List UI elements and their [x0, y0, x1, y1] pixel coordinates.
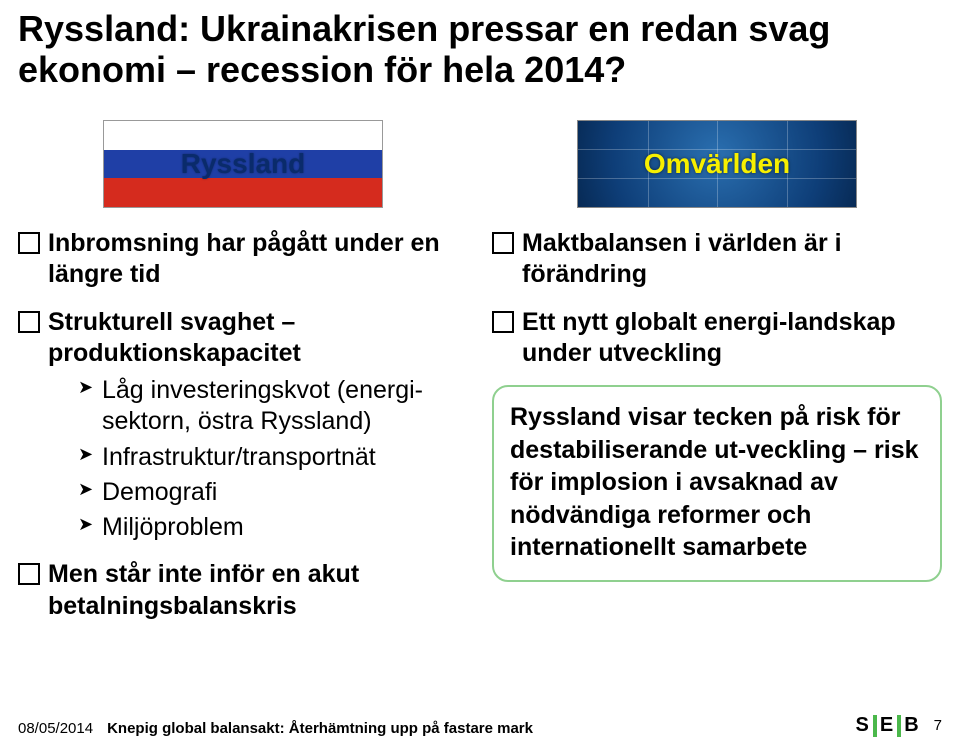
seb-logo: S E B — [856, 714, 920, 737]
slide: Ryssland: Ukrainakrisen pressar en redan… — [0, 0, 960, 755]
bullet-item: Maktbalansen i världen är i förändring — [492, 228, 942, 291]
col-russia: Ryssland Inbromsning har pågått under en… — [18, 120, 468, 638]
footer: 08/05/2014 Knepig global balansakt: Åter… — [18, 714, 942, 737]
logo-bar — [873, 715, 877, 737]
sub-bullet-item: Infrastruktur/transportnät — [78, 442, 468, 473]
world-label: Omvärlden — [578, 148, 856, 180]
russia-label: Ryssland — [104, 148, 382, 180]
sub-bullet-item: Låg investeringskvot (energi-sektorn, ös… — [78, 375, 468, 438]
flag-stripe-white — [104, 121, 382, 150]
russia-bullets: Inbromsning har pågått under en längre t… — [18, 228, 468, 622]
bullet-text: Strukturell svaghet – produktionskapacit… — [48, 308, 301, 367]
page-number: 7 — [934, 717, 942, 734]
col-world: Omvärlden Maktbalansen i världen är i fö… — [492, 120, 942, 638]
footer-left: 08/05/2014 Knepig global balansakt: Åter… — [18, 720, 533, 737]
bullet-text: Inbromsning har pågått under en längre t… — [48, 229, 440, 288]
sub-bullet-item: Demografi — [78, 477, 468, 508]
footer-title: Knepig global balansakt: Återhämtning up… — [107, 720, 533, 737]
footer-right: S E B 7 — [856, 714, 942, 737]
page-title: Ryssland: Ukrainakrisen pressar en redan… — [18, 8, 918, 91]
sub-bullets: Låg investeringskvot (energi-sektorn, ös… — [48, 375, 468, 543]
bullet-item: Strukturell svaghet – produktionskapacit… — [18, 307, 468, 544]
callout-text: Ryssland visar tecken på risk för destab… — [510, 403, 919, 561]
world-badge-wrap: Omvärlden — [492, 120, 942, 208]
bullet-text: Maktbalansen i världen är i förändring — [522, 229, 842, 288]
seb-letter: E — [880, 714, 894, 737]
world-bullets: Maktbalansen i världen är i förändring E… — [492, 228, 942, 369]
columns: Ryssland Inbromsning har pågått under en… — [18, 120, 942, 638]
bullet-item: Men står inte inför en akut betalningsba… — [18, 559, 468, 622]
bullet-item: Ett nytt globalt energi-landskap under u… — [492, 307, 942, 370]
logo-bar — [897, 715, 901, 737]
world-map-badge: Omvärlden — [577, 120, 857, 208]
bullet-text: Men står inte inför en akut betalningsba… — [48, 560, 359, 619]
flag-stripe-red — [104, 178, 382, 207]
bullet-item: Inbromsning har pågått under en längre t… — [18, 228, 468, 291]
russia-flag-badge: Ryssland — [103, 120, 383, 208]
sub-bullet-item: Miljöproblem — [78, 512, 468, 543]
bullet-text: Ett nytt globalt energi-landskap under u… — [522, 308, 896, 367]
seb-letter: B — [904, 714, 919, 737]
seb-letter: S — [856, 714, 870, 737]
callout-box: Ryssland visar tecken på risk för destab… — [492, 385, 942, 582]
footer-date: 08/05/2014 — [18, 720, 93, 737]
russia-badge-wrap: Ryssland — [18, 120, 468, 208]
